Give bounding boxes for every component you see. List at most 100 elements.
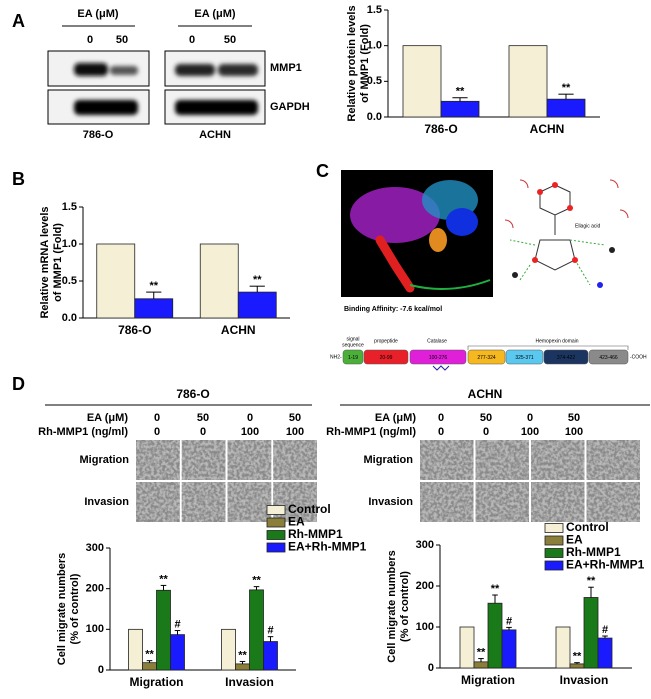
legend-label: Rh-MMP1 bbox=[288, 527, 343, 541]
micrograph-cells bbox=[273, 440, 317, 480]
domain-segment bbox=[409, 349, 467, 365]
micrograph-cells bbox=[586, 440, 640, 480]
bar bbox=[597, 637, 613, 669]
bar bbox=[128, 628, 143, 671]
row-label: Migration bbox=[364, 454, 414, 466]
bar bbox=[96, 243, 136, 319]
ligand-label: Ellagic acid bbox=[575, 223, 601, 229]
legend-swatch bbox=[266, 517, 286, 528]
bar bbox=[440, 100, 480, 118]
dose-label: 50 bbox=[224, 34, 236, 46]
domain-segment bbox=[363, 349, 409, 365]
dose-label: 50 bbox=[480, 412, 492, 424]
protein-domain bbox=[429, 228, 447, 252]
legend-label: Rh-MMP1 bbox=[566, 545, 621, 559]
protein-helix bbox=[375, 235, 415, 293]
legend-label: EA+Rh-MMP1 bbox=[566, 558, 645, 572]
panel-label: B bbox=[12, 169, 25, 189]
dose-label: 0 bbox=[438, 426, 444, 438]
n-terminus: NH2- bbox=[330, 354, 342, 360]
micrograph-cells bbox=[420, 440, 474, 480]
y-tick-label: 0.5 bbox=[62, 275, 77, 287]
y-tick-label: 0.0 bbox=[367, 111, 382, 123]
micrograph-cells bbox=[136, 440, 180, 480]
segment-range: 423-466 bbox=[599, 355, 618, 361]
significance-label: ** bbox=[252, 575, 261, 587]
dose-label: 50 bbox=[197, 412, 209, 424]
blot-bands bbox=[74, 63, 258, 115]
significance-label: ** bbox=[253, 274, 262, 286]
legend-swatch bbox=[266, 530, 286, 540]
segment-range: 325-371 bbox=[515, 355, 534, 361]
y-tick-label: 1.5 bbox=[62, 201, 77, 213]
significance-label: ** bbox=[562, 82, 571, 94]
micrograph-cells bbox=[136, 482, 180, 522]
bar bbox=[249, 589, 264, 671]
c-terminus: -COOH bbox=[630, 354, 647, 360]
bar bbox=[199, 243, 239, 319]
micrograph-cells bbox=[586, 482, 640, 522]
dose-label: 0 bbox=[154, 412, 160, 424]
y-axis-label: Relative mRNA levels bbox=[39, 206, 51, 318]
y-tick-label: 100 bbox=[86, 623, 104, 635]
dose-label: 0 bbox=[438, 412, 444, 424]
micrograph-cells bbox=[181, 440, 226, 480]
domain-segment bbox=[588, 349, 629, 365]
micrograph-cells bbox=[420, 482, 474, 522]
micrograph-cells bbox=[475, 482, 529, 522]
y-tick-label: 1.5 bbox=[367, 4, 382, 16]
x-tick-label: Invasion bbox=[225, 675, 274, 689]
bar bbox=[501, 629, 517, 669]
micrograph-cells bbox=[227, 440, 272, 480]
dose-label: 50 bbox=[568, 412, 580, 424]
region-label: signal bbox=[346, 336, 359, 342]
legend-swatch bbox=[544, 523, 564, 533]
interaction-diagram: Ellagic acid bbox=[504, 179, 629, 288]
y-axis-label: Cell migrate numbers bbox=[386, 550, 398, 662]
bar bbox=[156, 589, 171, 671]
region-label: Hemopexin domain bbox=[535, 338, 578, 344]
significance-label: ** bbox=[159, 573, 168, 585]
segment-range: 374-422 bbox=[557, 355, 576, 361]
micrograph-cells bbox=[227, 482, 272, 522]
cell-line-title: ACHN bbox=[468, 387, 503, 401]
x-tick-label: ACHN bbox=[530, 122, 565, 136]
cell-line-label: ACHN bbox=[199, 129, 231, 141]
micrograph-cells bbox=[273, 482, 317, 522]
dose-label: 100 bbox=[241, 426, 259, 438]
legend-label: EA+Rh-MMP1 bbox=[288, 540, 367, 554]
x-tick-label: Migration bbox=[130, 675, 184, 689]
legend-label: EA bbox=[288, 515, 305, 529]
bar bbox=[237, 291, 277, 319]
legend-swatch bbox=[544, 548, 564, 558]
y-axis-label: of MMP1 (Fold) bbox=[359, 24, 371, 103]
legend-swatch bbox=[544, 560, 564, 571]
bar bbox=[170, 634, 185, 671]
bar bbox=[569, 663, 585, 669]
x-tick-label: 786-O bbox=[118, 323, 151, 337]
panel-label: D bbox=[12, 374, 25, 394]
blot-header: EA (μM) bbox=[77, 8, 118, 20]
legend-swatch bbox=[266, 505, 286, 515]
x-tick-label: ACHN bbox=[221, 323, 256, 337]
dose-label: 0 bbox=[87, 34, 93, 46]
dose-label: 0 bbox=[154, 426, 160, 438]
cell-line-label: 786-O bbox=[83, 129, 114, 141]
x-tick-label: Migration bbox=[461, 673, 515, 687]
y-tick-label: 0.0 bbox=[62, 312, 77, 324]
row-label: Invasion bbox=[84, 496, 129, 508]
significance-label: # bbox=[602, 624, 608, 636]
x-tick-label: Invasion bbox=[560, 673, 609, 687]
legend-label: Control bbox=[288, 502, 331, 516]
y-tick-label: 300 bbox=[86, 542, 104, 554]
binding-affinity: Binding Affinity: -7.6 kcal/mol bbox=[344, 306, 442, 313]
y-tick-label: 100 bbox=[416, 621, 434, 633]
dose-label: 50 bbox=[116, 34, 128, 46]
dose-label: 0 bbox=[247, 412, 253, 424]
bar bbox=[546, 98, 586, 118]
band-label: GAPDH bbox=[270, 101, 310, 113]
dose-label: 0 bbox=[527, 412, 533, 424]
bar bbox=[459, 626, 475, 669]
western-blot: EA (μM) EA (μM) 0 50 0 50 MMP1 GAPDH 786… bbox=[47, 8, 310, 141]
